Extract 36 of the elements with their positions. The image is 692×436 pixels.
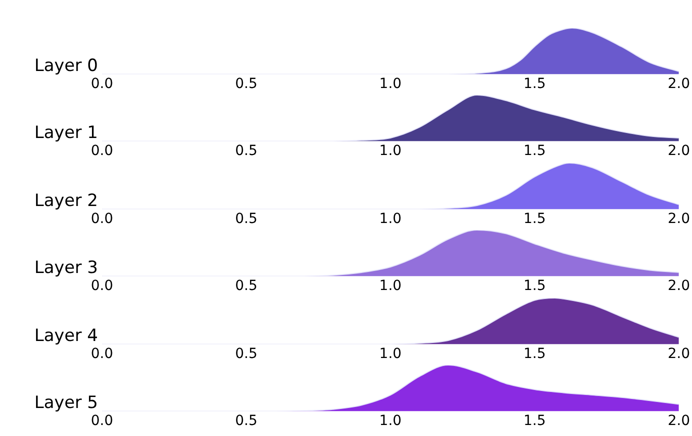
y-axis-title: Layer 0 <box>34 56 98 76</box>
x-tick-label: 1.0 <box>379 346 402 362</box>
x-tick-label: 1.5 <box>524 144 546 160</box>
x-tick-label: 2.0 <box>668 76 690 92</box>
x-tick-label: 0.0 <box>90 278 114 294</box>
x-tick-label: 2.0 <box>668 413 690 430</box>
x-tick-label: 0.5 <box>235 413 258 430</box>
x-tick-label: 1.0 <box>379 76 402 92</box>
x-tick-label: 1.5 <box>524 346 546 362</box>
x-tick-label: 1.5 <box>524 413 546 430</box>
x-tick-label: 0.5 <box>235 211 258 228</box>
x-tick-label: 2.0 <box>668 278 690 294</box>
x-tick-label: 0.5 <box>235 278 258 294</box>
y-axis-title: Layer 1 <box>34 124 98 144</box>
x-tick-label: 0.0 <box>90 144 114 160</box>
x-tick-label: 0.0 <box>90 211 114 228</box>
y-axis-title: Layer 4 <box>34 326 98 346</box>
x-tick-label: 2.0 <box>668 346 690 362</box>
x-tick-label: 0.5 <box>235 76 258 92</box>
x-tick-label: 1.0 <box>379 278 402 294</box>
x-tick-label: 1.5 <box>524 211 546 228</box>
x-tick-label: 1.0 <box>379 211 402 228</box>
x-tick-label: 2.0 <box>668 211 690 228</box>
y-axis-title: Layer 2 <box>34 190 98 211</box>
x-tick-label: 1.5 <box>524 278 546 294</box>
y-axis-title: Layer 3 <box>34 258 98 278</box>
x-tick-label: 0.5 <box>235 144 258 160</box>
y-axis-title: Layer 5 <box>34 393 98 414</box>
x-tick-label: 2.0 <box>668 144 690 160</box>
x-tick-label: 1.0 <box>379 413 402 430</box>
x-tick-label: 0.0 <box>90 76 114 92</box>
x-tick-label: 0.0 <box>90 346 114 362</box>
x-tick-label: 0.5 <box>235 346 258 362</box>
x-tick-label: 0.0 <box>90 413 114 430</box>
x-tick-label: 1.5 <box>524 76 546 92</box>
x-tick-label: 1.0 <box>379 144 402 160</box>
